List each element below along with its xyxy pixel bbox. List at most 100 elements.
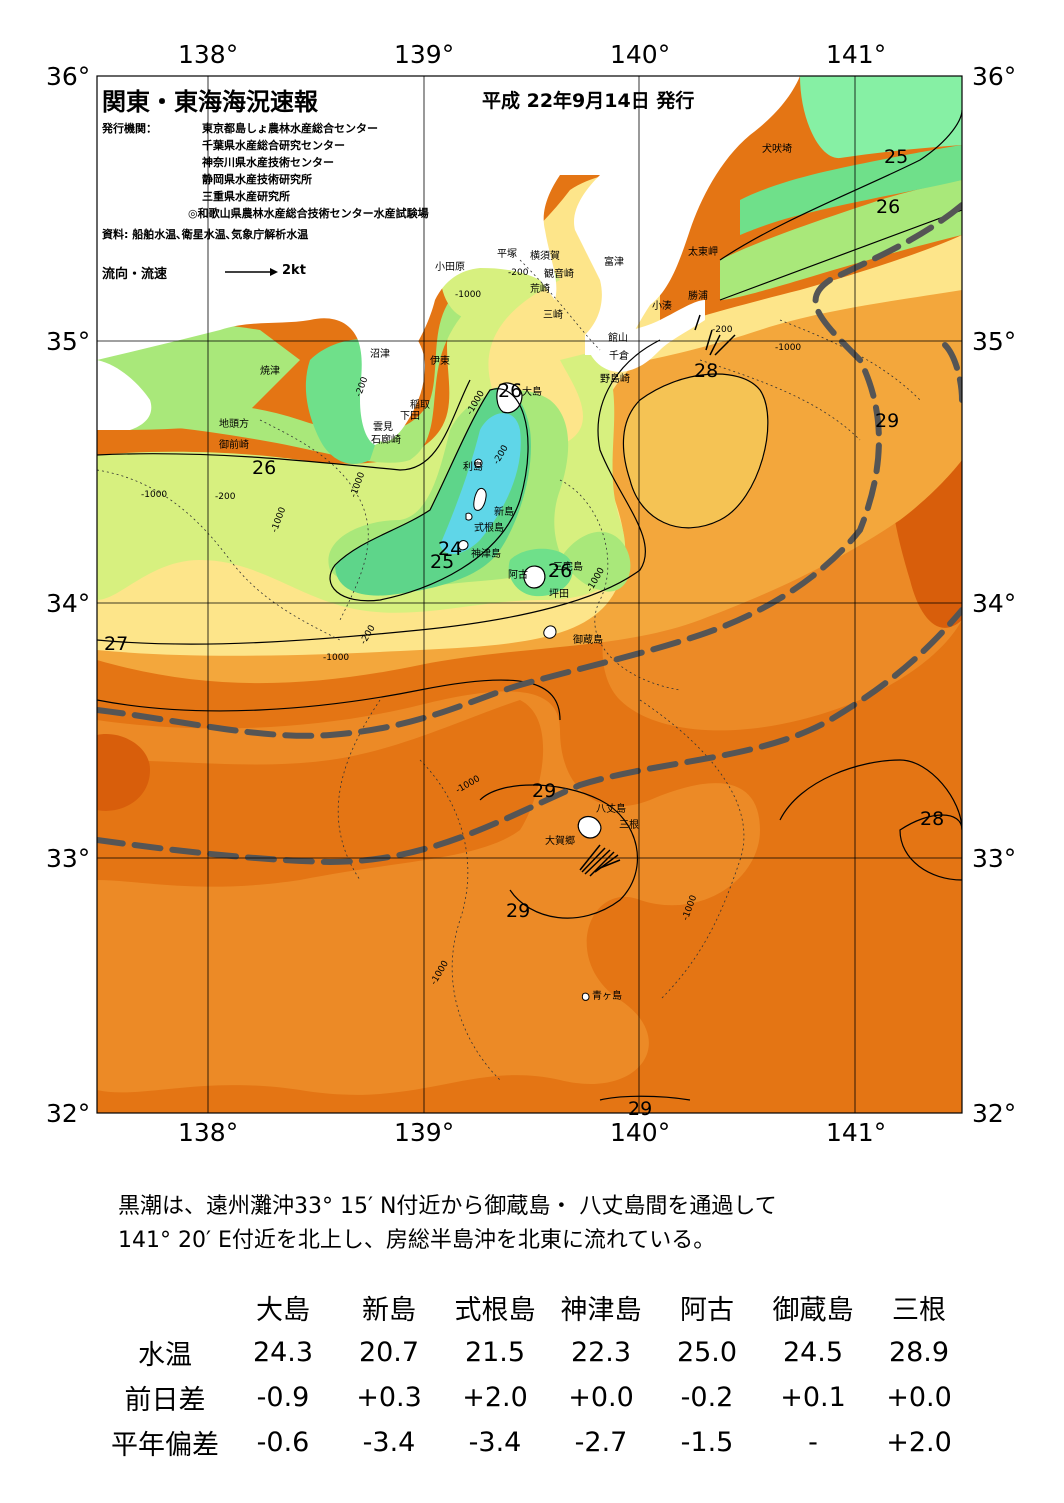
land-izu-peninsula xyxy=(373,320,425,442)
place-label: 犬吠埼 xyxy=(762,144,792,155)
place-label: 御蔵島 xyxy=(573,635,603,646)
land-honshu xyxy=(97,76,800,445)
table-cell: -3.4 xyxy=(468,1427,522,1458)
table-cell: -0.2 xyxy=(680,1382,734,1413)
sea-26-northeast xyxy=(720,180,962,300)
bathymetry-lines xyxy=(97,259,921,1081)
lat-label-left-34: 34° xyxy=(46,589,91,618)
lat-label-left-35: 35° xyxy=(46,327,91,356)
lat-label-right-36: 36° xyxy=(972,62,1017,91)
current-scale-label: 2kt xyxy=(282,263,306,278)
place-label: 荒崎 xyxy=(530,284,550,295)
sea-24-cold-tongue xyxy=(440,413,521,555)
publisher-6: ◎和歌山県農林水産総合技術センター水産試験場 xyxy=(188,207,429,220)
place-label: 坪田 xyxy=(549,589,569,600)
lon-label-top-138: 138° xyxy=(178,40,239,69)
table-row: 前日差 -0.9 +0.3 +2.0 +0.0 -0.2 +0.1 +0.0 xyxy=(100,1378,972,1423)
publisher-4: 静岡県水産技術研究所 xyxy=(202,173,312,186)
table-cell: 24.5 xyxy=(782,1337,844,1368)
island-hachijojima xyxy=(577,815,602,839)
lat-label-right-35: 35° xyxy=(972,327,1017,356)
sea-28-zone xyxy=(97,270,962,684)
sea-28-eddy xyxy=(623,373,768,528)
place-label: 稲取 xyxy=(410,400,430,411)
island-shikinejima xyxy=(465,512,473,521)
table-cell: +0.1 xyxy=(780,1382,846,1413)
place-label: 伊東 xyxy=(430,356,450,367)
column-header: 新島 xyxy=(362,1295,416,1326)
isotherm-label: 24 xyxy=(438,538,463,560)
current-scale-arrow xyxy=(225,268,278,276)
isotherm-label: 29 xyxy=(628,1098,653,1120)
isotherm-label: 28 xyxy=(694,360,719,382)
place-label: 地頭方 xyxy=(219,419,249,430)
place-label: 千倉 xyxy=(609,351,629,362)
table-row: 平年偏差 -0.6 -3.4 -3.4 -2.7 -1.5 - +2.0 xyxy=(100,1423,972,1468)
lat-label-right-32: 32° xyxy=(972,1099,1017,1128)
sea-temperature-map xyxy=(96,75,963,1114)
isotherm-label: 26 xyxy=(498,380,523,402)
table-cell: +0.0 xyxy=(568,1382,634,1413)
row-header: 水温 xyxy=(138,1340,192,1371)
sea-30-west xyxy=(97,734,150,811)
table-cell: -3.4 xyxy=(362,1427,416,1458)
place-label: 新島 xyxy=(494,507,514,518)
isotherm-lines xyxy=(97,109,962,1101)
depth-label: -1000 xyxy=(455,290,482,300)
table-cell: +2.0 xyxy=(462,1382,528,1413)
summary-line-2: 141° 20′ E付近を北上し、房総半島沖を北東に流れている。 xyxy=(118,1228,716,1253)
depth-label: -1000 xyxy=(775,343,802,353)
map-title: 関東・東海海況速報 xyxy=(102,88,318,116)
table-cell: 22.3 xyxy=(570,1337,632,1368)
isotherm-label: 28 xyxy=(920,808,945,830)
graticule xyxy=(97,76,962,1113)
isotherm-label: 27 xyxy=(104,633,129,655)
column-header: 式根島 xyxy=(454,1295,536,1326)
sea-24-northeast xyxy=(800,76,962,159)
place-label: 勝浦 xyxy=(688,291,708,302)
place-label: 青ヶ島 xyxy=(592,991,622,1002)
place-label: 雲見 xyxy=(373,422,393,433)
table-cell: 25.0 xyxy=(676,1337,738,1368)
sea-25-northeast xyxy=(740,145,962,235)
place-label: 式根島 xyxy=(474,523,504,534)
table-cell: -2.7 xyxy=(574,1427,628,1458)
table-cell: 28.9 xyxy=(888,1337,950,1368)
place-label: 館山 xyxy=(608,333,628,344)
place-label: 野島崎 xyxy=(600,374,630,385)
depth-label: -1000 xyxy=(323,653,350,663)
isotherm-label: 25 xyxy=(430,551,455,573)
lon-label-bottom-140: 140° xyxy=(610,1118,671,1147)
isotherm-label: 29 xyxy=(506,900,531,922)
data-source: 資料: 船舶水温､衛星水温､気象庁解析水温 xyxy=(102,228,309,241)
publisher-2: 千葉県水産総合研究センター xyxy=(202,139,345,152)
isotherm-label: 29 xyxy=(532,780,557,802)
place-label: 小湊 xyxy=(652,301,672,312)
current-legend-label: 流向・流速 xyxy=(102,267,168,282)
place-label: 横須賀 xyxy=(530,251,560,262)
table-cell: - xyxy=(808,1427,818,1458)
place-label: 沼津 xyxy=(370,349,390,360)
sea-29-west xyxy=(97,700,544,887)
isotherm-label: 26 xyxy=(548,560,573,582)
column-header: 大島 xyxy=(256,1295,310,1326)
depth-label: -200 xyxy=(215,492,236,502)
island-kozushima xyxy=(458,540,469,551)
lon-label-top-141: 141° xyxy=(826,40,887,69)
row-header: 平年偏差 xyxy=(111,1430,219,1461)
table-row: 水温 24.3 20.7 21.5 22.3 25.0 24.5 28.9 xyxy=(100,1333,972,1378)
place-label: 大島 xyxy=(522,387,542,398)
publisher-1: 東京都島しょ農林水産総合センター xyxy=(202,122,378,135)
lon-label-top-140: 140° xyxy=(610,40,671,69)
place-label: 平塚 xyxy=(497,249,517,260)
place-label: 三崎 xyxy=(543,310,563,321)
lon-label-bottom-141: 141° xyxy=(826,1118,887,1147)
issue-date: 平成 22年9月14日 発行 xyxy=(482,90,695,112)
isotherm-label: 26 xyxy=(876,196,901,218)
column-header: 阿古 xyxy=(680,1295,734,1326)
table-header-row: 大島 新島 式根島 神津島 阿古 御蔵島 三根 xyxy=(100,1288,972,1333)
island-niijima xyxy=(473,487,487,511)
publisher-5: 三重県水産研究所 xyxy=(202,190,290,203)
table-cell: 24.3 xyxy=(252,1337,314,1368)
map-frame xyxy=(96,75,963,1114)
